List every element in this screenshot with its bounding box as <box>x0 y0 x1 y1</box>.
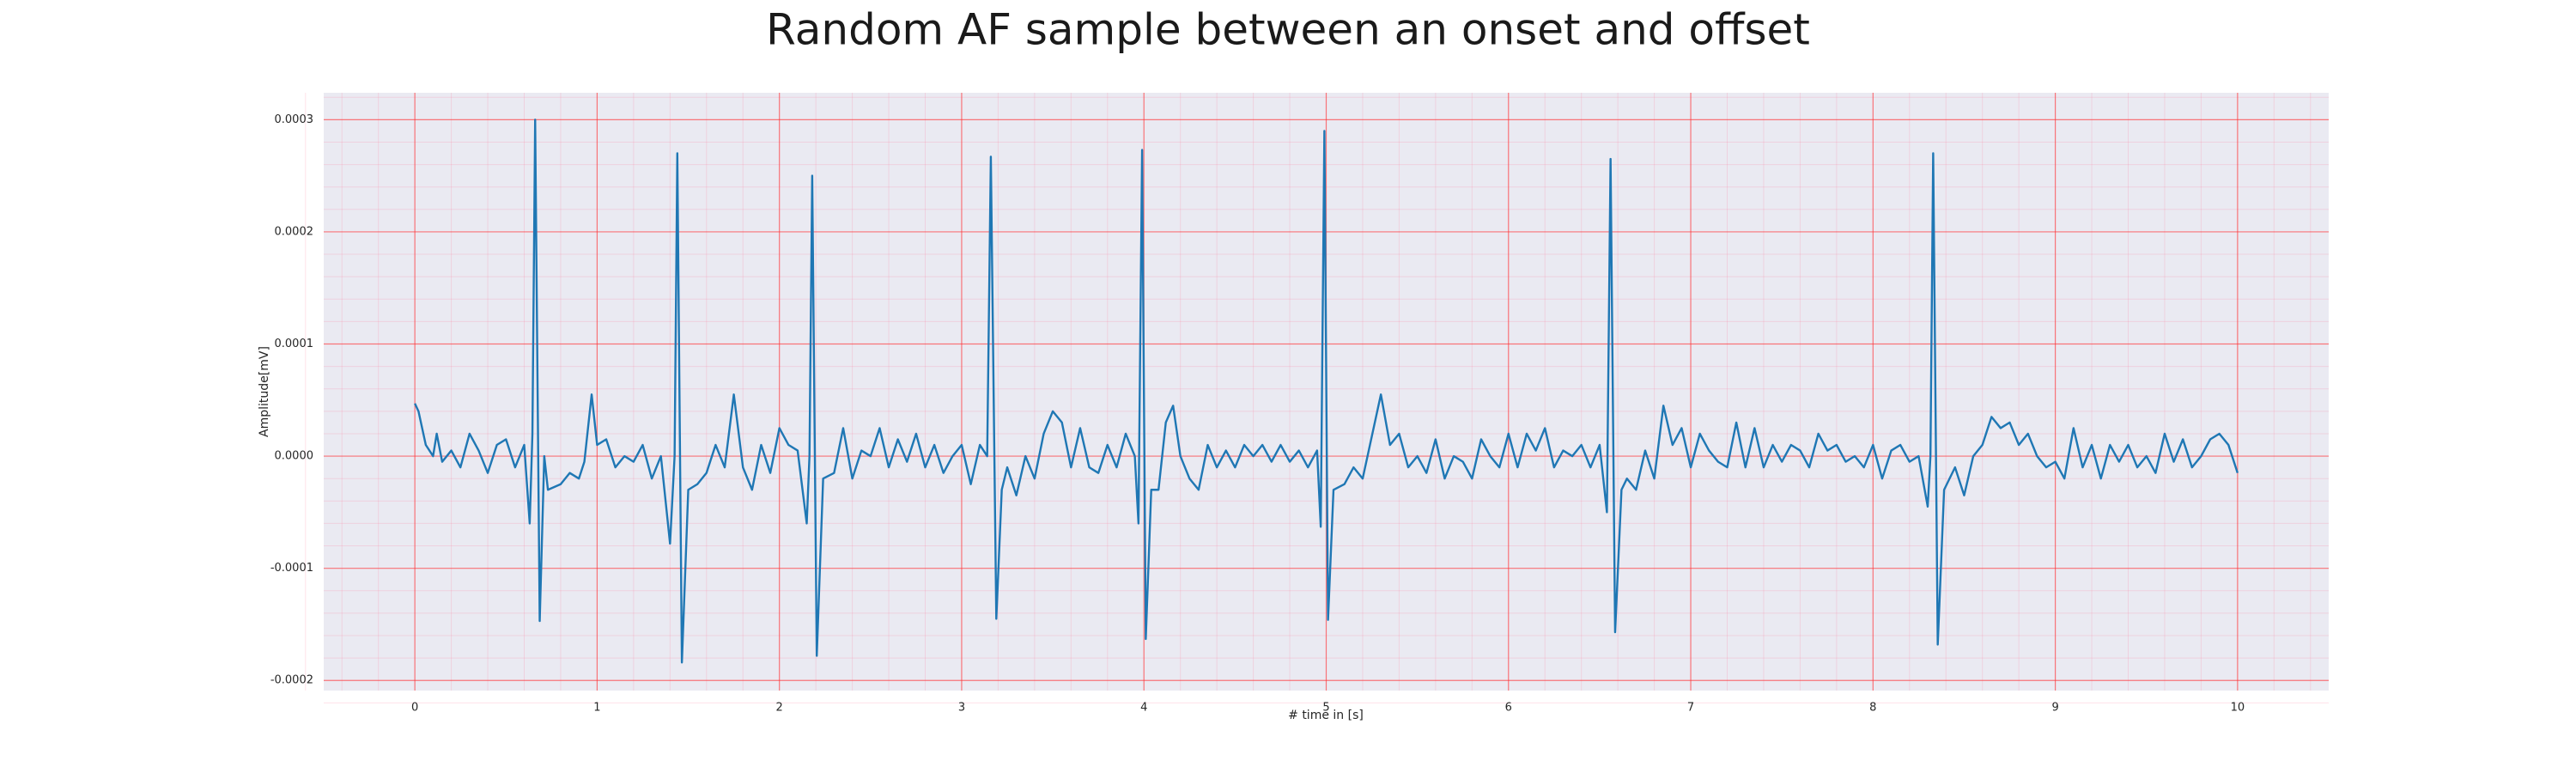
signal-line <box>414 119 2239 664</box>
x-tick-label: 3 <box>958 702 965 715</box>
x-axis-label: # time in [s] <box>1288 709 1364 722</box>
y-tick-label: 0.0000 <box>275 450 314 463</box>
y-axis-label: Amplitude[mV] <box>258 346 271 437</box>
x-tick-label: 8 <box>1869 702 1876 715</box>
x-tick-label: 6 <box>1505 702 1512 715</box>
x-tick-label: 1 <box>593 702 600 715</box>
x-tick-label: 10 <box>2231 702 2245 715</box>
x-tick-label: 9 <box>2051 702 2058 715</box>
x-tick-label: 4 <box>1140 702 1147 715</box>
x-tick-label: 0 <box>411 702 418 715</box>
y-tick-label: 0.0001 <box>275 338 314 350</box>
x-tick-label: 5 <box>1322 702 1329 715</box>
y-tick-label: -0.0001 <box>270 562 313 575</box>
chart-title: Random AF sample between an onset and of… <box>766 5 1810 55</box>
x-tick-label: 2 <box>776 702 783 715</box>
y-tick-label: 0.0002 <box>275 225 314 238</box>
y-tick-label: -0.0002 <box>270 674 313 687</box>
x-tick-label: 7 <box>1687 702 1694 715</box>
y-tick-label: 0.0003 <box>275 113 314 126</box>
